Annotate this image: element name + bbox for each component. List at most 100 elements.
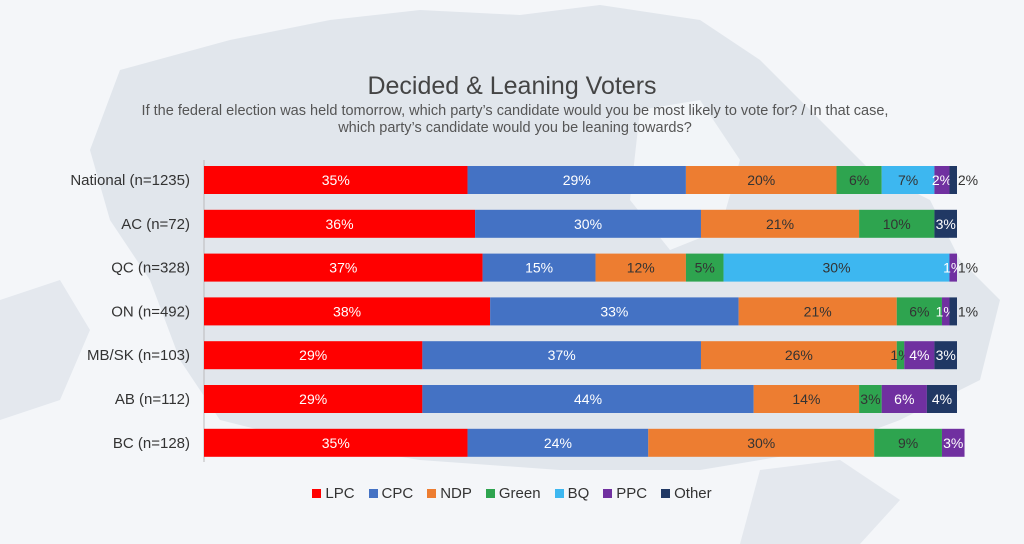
legend-label: CPC	[381, 485, 414, 502]
category-label: ON (n=492)	[111, 303, 190, 320]
data-label: 15%	[525, 260, 553, 276]
data-label: 37%	[329, 260, 357, 276]
category-label: AB (n=112)	[115, 391, 190, 408]
data-label: 33%	[600, 303, 628, 319]
data-label: 26%	[785, 347, 813, 363]
bar-segment-cpc	[467, 166, 686, 194]
data-label: 3%	[936, 216, 956, 232]
bar-segment-ppc	[949, 253, 957, 282]
data-label: 44%	[574, 391, 602, 407]
data-label: 24%	[544, 435, 572, 451]
bar-segment-green	[896, 297, 942, 326]
category-label: National (n=1235)	[70, 172, 190, 189]
data-label: 6%	[894, 391, 914, 407]
bar-segment-other	[949, 297, 957, 326]
data-label: 20%	[747, 172, 775, 188]
bar-segment-bq	[881, 166, 935, 194]
category-label: BC (n=128)	[113, 435, 190, 452]
data-label: 3%	[860, 391, 880, 407]
data-label: 1%	[943, 260, 963, 276]
legend-swatch	[485, 489, 495, 498]
bar-segment-lpc	[204, 428, 468, 457]
chart-legend: LPC CPC NDP Green BQ PPC Other	[0, 485, 1024, 502]
chart-subtitle: If the federal election was held tomorro…	[141, 103, 889, 136]
bar-segment-cpc	[475, 209, 701, 238]
data-label: 29%	[299, 347, 327, 363]
data-label: 29%	[299, 391, 327, 407]
bar-segment-ndp	[595, 253, 686, 282]
bar-segment-cpc	[422, 341, 701, 370]
bar-segment-lpc	[204, 341, 423, 370]
bar-segment-ppc	[904, 341, 935, 370]
legend-swatch	[427, 489, 437, 498]
data-label: 5%	[695, 260, 715, 276]
data-label: 2%	[932, 172, 952, 188]
bar-segment-ppc	[941, 428, 965, 457]
bar-segment-ndp	[700, 341, 897, 370]
legend-label: LPC	[325, 485, 355, 502]
bar-segment-cpc	[482, 253, 596, 282]
legend-label: BQ	[567, 485, 590, 502]
bar-segment-green	[836, 166, 882, 194]
data-label: 6%	[849, 172, 869, 188]
category-label: MB/SK (n=103)	[87, 347, 190, 364]
bar-segment-ndp	[738, 297, 897, 326]
bar-segment-ndp	[753, 385, 860, 413]
bar-segment-cpc	[490, 297, 739, 326]
bar-segment-cpc	[422, 385, 754, 413]
bar-segment-green	[685, 253, 724, 282]
bar-segment-lpc	[204, 166, 468, 194]
bar-segment-green	[874, 428, 942, 457]
legend-label: Green	[498, 485, 541, 502]
bar-segment-lpc	[204, 209, 476, 238]
data-label: 6%	[909, 303, 929, 319]
data-label: 35%	[322, 435, 350, 451]
data-label: 30%	[574, 216, 602, 232]
bar-segment-ppc	[881, 385, 927, 413]
data-label: 35%	[322, 172, 350, 188]
data-label: 7%	[898, 172, 918, 188]
bar-segment-green	[896, 341, 905, 370]
data-label: 3%	[943, 435, 963, 451]
bar-segment-lpc	[204, 297, 491, 326]
legend-item-lpc: LPC	[312, 485, 355, 502]
data-label: 29%	[563, 172, 591, 188]
bar-segment-ppc	[941, 297, 950, 326]
bar-segment-ndp	[700, 209, 860, 238]
data-label: 38%	[333, 303, 361, 319]
bar-segment-ndp	[685, 166, 837, 194]
legend-item-bq: BQ	[554, 485, 590, 502]
bar-segment-other	[949, 166, 957, 194]
bar-segment-other	[934, 209, 957, 238]
legend-swatch	[603, 489, 613, 498]
bar-segment-green	[859, 209, 935, 238]
chart-title: Decided & Leaning Voters	[367, 72, 657, 100]
legend-item-cpc: CPC	[368, 485, 414, 502]
category-label: QC (n=328)	[111, 260, 190, 277]
bar-segment-other	[934, 341, 957, 370]
legend-label: Other	[674, 485, 712, 502]
data-label: 30%	[823, 260, 851, 276]
bar-segment-bq	[723, 253, 950, 282]
data-label: 4%	[932, 391, 952, 407]
bar-segment-lpc	[204, 253, 483, 282]
data-label: 21%	[804, 303, 832, 319]
legend-swatch	[312, 489, 322, 498]
legend-item-ndp: NDP	[427, 485, 472, 502]
bar-segment-lpc	[204, 385, 423, 413]
bar-segment-green	[859, 385, 882, 413]
bar-segment-cpc	[467, 428, 649, 457]
data-label: 21%	[766, 216, 794, 232]
category-label: AC (n=72)	[121, 216, 190, 233]
legend-swatch	[661, 489, 671, 498]
data-label: 4%	[909, 347, 929, 363]
legend-swatch	[554, 489, 564, 498]
legend-item-ppc: PPC	[603, 485, 647, 502]
legend-swatch	[368, 489, 378, 498]
data-label: 1%	[958, 303, 978, 319]
bar-segment-ndp	[648, 428, 875, 457]
data-label: 3%	[936, 347, 956, 363]
bar-segment-other	[926, 385, 957, 413]
legend-label: NDP	[440, 485, 472, 502]
